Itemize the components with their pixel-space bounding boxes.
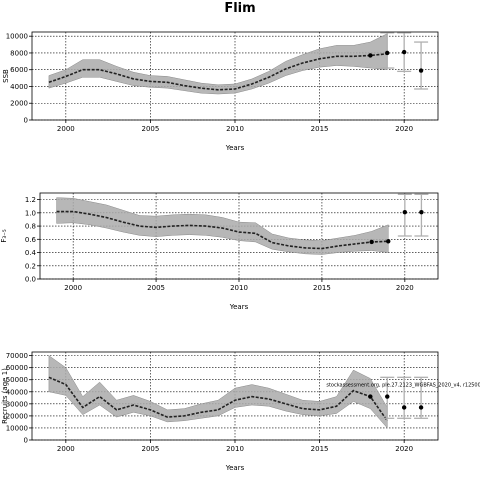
- ssb-ytick-label-0: 0: [24, 117, 28, 125]
- f-xtick-label-2: 2010: [230, 284, 248, 292]
- recruits-xaxis-label: Years: [225, 464, 245, 472]
- f-ytick-label-0: 0.0: [25, 276, 36, 284]
- ssb-ytick-label-4: 8000: [10, 49, 28, 57]
- fishing-mortality-panel: 2000 2005 2010 2015 2020 0.0 0.2 0.4 0.6 0.8 1.0 1.…: [0, 192, 439, 311]
- ssb-ytick-label-3: 6000: [10, 66, 28, 74]
- f-xtick-label-0: 2000: [64, 284, 82, 292]
- recruits-xtick-label-4: 2020: [395, 445, 413, 453]
- f-confidence-band: [56, 197, 389, 255]
- recruits-point-1: [385, 394, 390, 399]
- ssb-point-2: [401, 49, 407, 55]
- ssb-estimate-line: [48, 52, 388, 91]
- recruitment-panel: stockassessment.org, ple.27.2123_WGBFAS_…: [1, 351, 480, 472]
- ssb-xtick-label-4: 2020: [395, 125, 413, 133]
- f-yaxis-label: F₃₋₅: [0, 229, 8, 243]
- ssb-xaxis-label: Years: [225, 144, 245, 152]
- f-ytick-label-1: 0.2: [25, 262, 36, 270]
- f-ytick-label-5: 1.0: [25, 209, 36, 217]
- recruits-ytick-label-1: 10000: [6, 424, 28, 432]
- ssb-point-3: [418, 68, 424, 73]
- recruits-point-3: [418, 405, 424, 410]
- recruits-xtick-label-2: 2010: [226, 445, 244, 453]
- f-xtick-label-1: 2005: [147, 284, 165, 292]
- ssb-point-0: [368, 53, 373, 58]
- f-xtick-label-3: 2015: [313, 284, 331, 292]
- recruits-yaxis-label: Recruits (age 1): [1, 368, 9, 424]
- ssb-xtick-label-2: 2010: [226, 125, 244, 133]
- recruits-ytick-label-4: 40000: [6, 388, 28, 396]
- recruits-point-2: [401, 405, 407, 410]
- ssb-panel: 2000 2005 2010 2015 2020 0 2000 4000 6000 8000 100…: [2, 31, 439, 152]
- f-point-0: [369, 239, 374, 245]
- recruits-point-0: [368, 394, 373, 399]
- figure-title: Flim: [224, 1, 255, 16]
- recruits-xtick-label-0: 2000: [57, 445, 75, 453]
- ssb-xtick-label-1: 2005: [142, 125, 160, 133]
- f-xtick-label-4: 2020: [396, 284, 414, 292]
- recruits-estimate-line: [48, 376, 388, 422]
- recruits-ytick-label-0: 0: [24, 437, 28, 445]
- ssb-ytick-label-1: 2000: [10, 100, 28, 108]
- ssb-point-1: [385, 50, 390, 56]
- ssb-xtick-label-0: 2000: [57, 125, 75, 133]
- ssb-ytick-label-5: 10000: [6, 33, 28, 41]
- ssb-xtick-label-3: 2015: [311, 125, 329, 133]
- f-ytick-label-6: 1.2: [25, 196, 36, 204]
- f-ytick-label-4: 0.8: [25, 223, 36, 231]
- f-estimate-line: [56, 210, 389, 250]
- recruits-ytick-label-3: 30000: [6, 400, 28, 408]
- f-point-2: [402, 209, 408, 215]
- recruits-xtick-label-3: 2015: [311, 445, 329, 453]
- ssb-ytick-label-2: 4000: [10, 83, 28, 91]
- f-point-1: [386, 239, 391, 244]
- f-point-3: [419, 209, 424, 215]
- recruits-xtick-label-1: 2005: [142, 445, 160, 453]
- recruits-confidence-band: [48, 355, 388, 429]
- recruits-ytick-label-5: 50000: [6, 376, 28, 384]
- ssb-yaxis-label: SSB: [2, 69, 10, 83]
- recruits-annotation: stockassessment.org, ple.27.2123_WGBFAS_…: [326, 382, 480, 388]
- f-xaxis-label: Years: [229, 303, 249, 311]
- recruits-ytick-label-2: 20000: [6, 412, 28, 420]
- f-ytick-label-2: 0.4: [25, 249, 37, 257]
- recruits-ytick-label-6: 60000: [6, 364, 28, 372]
- recruits-ytick-label-7: 70000: [6, 352, 28, 360]
- ssb-confidence-band: [48, 33, 388, 95]
- f-ytick-label-3: 0.6: [25, 236, 37, 244]
